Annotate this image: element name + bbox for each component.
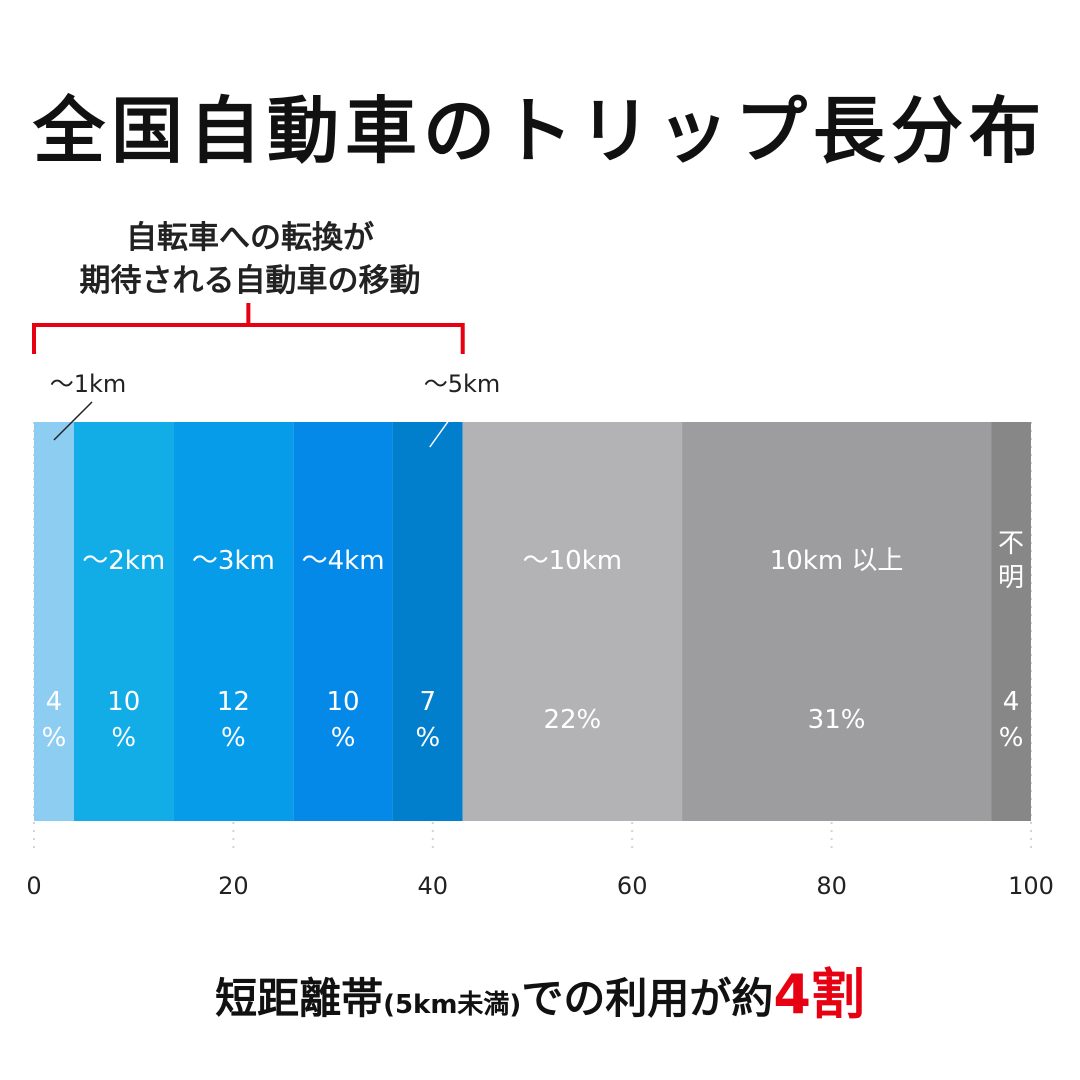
callout-5km-line bbox=[429, 401, 463, 448]
callout-lines bbox=[53, 401, 463, 448]
bar-segment-5 bbox=[462, 422, 683, 821]
summary-paren: (5km未満) bbox=[383, 990, 522, 1020]
bar-segment-0 bbox=[34, 422, 74, 821]
value-label-4-num: 7 bbox=[420, 687, 437, 717]
segment-label-6: 10km 以上 bbox=[770, 546, 904, 576]
annotation-line-1: 自転車への転換が bbox=[126, 220, 374, 256]
value-label-0-num: 4 bbox=[46, 687, 63, 717]
summary-line: 短距離帯(5km未満)での利用が約4割 bbox=[0, 950, 1080, 1029]
callout-5km-label: ～5km bbox=[424, 370, 501, 398]
segment-label-2: ～3km bbox=[192, 546, 275, 576]
segment-labels: 4% ～2km 10% ～3km 12% ～4km 10% 7% ～10km 22% 10km 以上… bbox=[42, 529, 1024, 753]
summary-highlight: 4割 bbox=[773, 963, 865, 1026]
segment-label-3: ～4km bbox=[302, 546, 385, 576]
value-label-1-num: 10 bbox=[107, 687, 140, 717]
bar-segment-2 bbox=[173, 422, 294, 821]
callout-1km-label: ～1km bbox=[50, 370, 127, 398]
value-label-3-num: 10 bbox=[327, 687, 360, 717]
value-label-0-pct: % bbox=[42, 723, 67, 753]
trip-length-chart: ～1km ～5km 4% ～2km 10% ～3km 12% ～4km 10% 7% ～10km… bbox=[26, 303, 1054, 900]
x-tick-20: 20 bbox=[218, 872, 249, 900]
summary-mid: での利用が約 bbox=[521, 974, 774, 1023]
value-label-4-pct: % bbox=[415, 723, 440, 753]
value-label-3-pct: % bbox=[331, 723, 356, 753]
segment-label-7-1: 明 bbox=[998, 563, 1024, 593]
x-tick-60: 60 bbox=[617, 872, 648, 900]
stacked-bar bbox=[34, 422, 1031, 821]
value-label-7-num: 4 bbox=[1003, 687, 1020, 717]
annotation-line-2: 期待される自動車の移動 bbox=[79, 263, 421, 299]
segment-label-1: ～2km bbox=[82, 546, 165, 576]
value-label-7-pct: % bbox=[999, 723, 1024, 753]
chart-title: 全国自動車のトリップ長分布 bbox=[32, 89, 1047, 173]
summary-main: 短距離帯 bbox=[215, 974, 384, 1023]
bar-segment-1 bbox=[73, 422, 174, 821]
value-label-2-num: 12 bbox=[217, 687, 250, 717]
x-tick-0: 0 bbox=[26, 872, 41, 900]
bar-segment-6 bbox=[682, 422, 992, 821]
x-tick-40: 40 bbox=[418, 872, 449, 900]
value-label-6: 31% bbox=[808, 705, 866, 735]
bar-segment-4 bbox=[392, 422, 463, 821]
callout-1km-line bbox=[53, 401, 93, 441]
value-label-1-pct: % bbox=[111, 723, 136, 753]
value-label-5: 22% bbox=[543, 705, 601, 735]
bar-segment-3 bbox=[293, 422, 393, 821]
x-tick-100: 100 bbox=[1008, 872, 1054, 900]
value-label-2-pct: % bbox=[221, 723, 246, 753]
segment-label-7-0: 不 bbox=[998, 529, 1024, 559]
short-range-bracket bbox=[32, 303, 465, 354]
segment-label-5: ～10km bbox=[523, 546, 622, 576]
x-tick-80: 80 bbox=[816, 872, 847, 900]
bar-segment-7 bbox=[991, 422, 1031, 821]
x-axis: 0 20 40 60 80 100 bbox=[26, 872, 1054, 900]
